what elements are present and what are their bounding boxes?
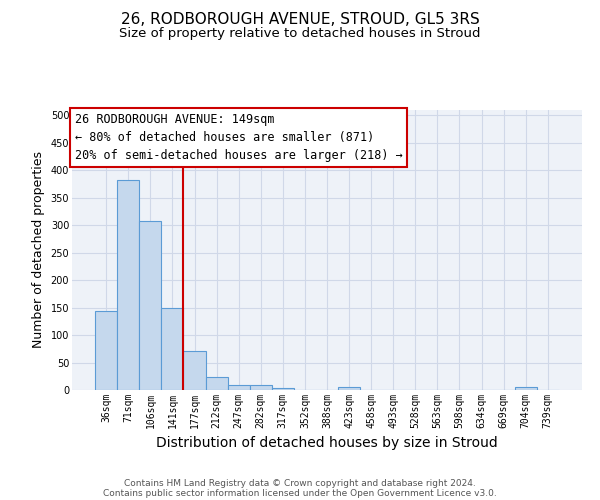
Text: 26, RODBOROUGH AVENUE, STROUD, GL5 3RS: 26, RODBOROUGH AVENUE, STROUD, GL5 3RS [121, 12, 479, 28]
Bar [139, 221, 161, 390]
Bar [338, 388, 360, 390]
Bar [161, 308, 184, 390]
Text: 26 RODBOROUGH AVENUE: 149sqm
← 80% of detached houses are smaller (871)
20% of s: 26 RODBOROUGH AVENUE: 149sqm ← 80% of de… [74, 113, 403, 162]
Bar [117, 180, 139, 390]
X-axis label: Distribution of detached houses by size in Stroud: Distribution of detached houses by size … [156, 436, 498, 450]
Bar [272, 388, 294, 390]
Y-axis label: Number of detached properties: Number of detached properties [32, 152, 45, 348]
Bar [95, 312, 117, 390]
Bar [206, 377, 227, 390]
Text: Contains HM Land Registry data © Crown copyright and database right 2024.: Contains HM Land Registry data © Crown c… [124, 478, 476, 488]
Bar [515, 388, 537, 390]
Bar [250, 385, 272, 390]
Bar [227, 384, 250, 390]
Text: Size of property relative to detached houses in Stroud: Size of property relative to detached ho… [119, 28, 481, 40]
Text: Contains public sector information licensed under the Open Government Licence v3: Contains public sector information licen… [103, 488, 497, 498]
Bar [184, 351, 206, 390]
